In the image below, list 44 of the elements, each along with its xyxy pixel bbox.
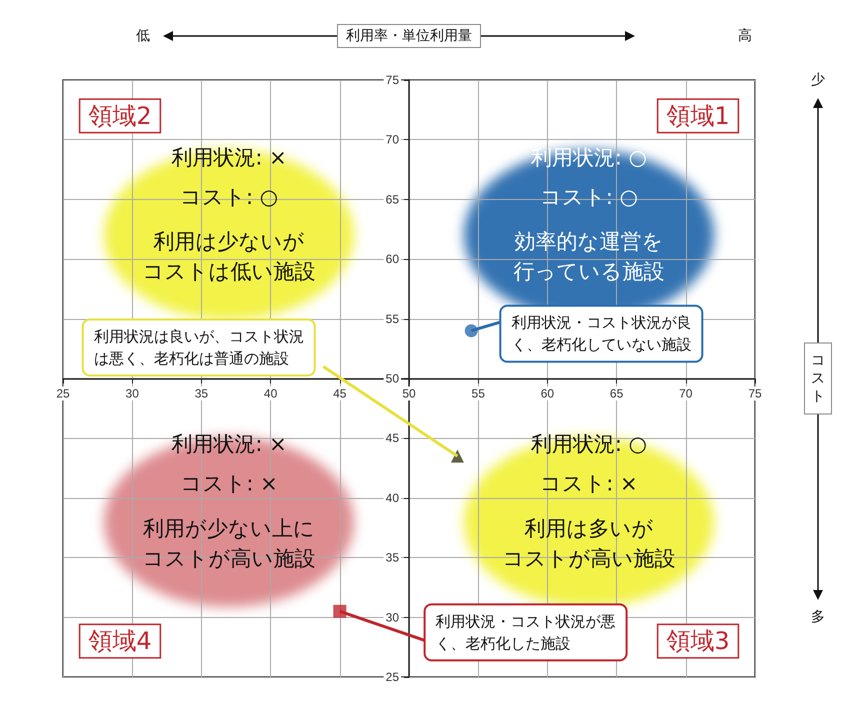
annotation: 利用状況は良いが、コスト状況は悪く、老朽化は普通の施設: [94, 327, 304, 368]
annotation: 利用状況: ×: [171, 146, 287, 170]
x-tick-label: 25: [56, 386, 70, 400]
annotation: 利用が少ない上にコストが高い施設: [142, 516, 316, 570]
x-axis-title: 利用率・単位利用量: [346, 28, 472, 44]
x-tick-label: 75: [748, 386, 762, 400]
annotation: 領域4: [88, 627, 152, 656]
annotation: コスト: ○: [180, 185, 278, 210]
y-tick-label: 45: [386, 431, 400, 446]
x-tick-label: 30: [126, 386, 140, 400]
y-tick-label: 75: [386, 73, 400, 87]
x-tick-label: 35: [194, 386, 208, 400]
annotation: 利用は少ないがコストは低い施設: [142, 230, 316, 284]
y-tick-label: 70: [386, 132, 400, 147]
x-tick-label: 55: [472, 386, 486, 400]
annotation: 利用状況: ○: [530, 432, 647, 456]
text: 少: [811, 72, 825, 88]
annotation: 利用は多いがコストが高い施設: [502, 516, 676, 570]
x-tick-label: 45: [333, 386, 347, 400]
annotation: 領域3: [666, 627, 730, 656]
text: 多: [811, 609, 825, 625]
y-axis-title: コスト: [811, 352, 825, 404]
annotation: 利用状況・コスト状況が良く、老朽化していない施設: [511, 314, 692, 354]
text: 高: [738, 28, 752, 44]
annotation: 領域1: [666, 102, 730, 130]
annotation: 利用状況・コスト状況が悪く、老朽化した施設: [436, 612, 616, 652]
y-tick-label: 30: [386, 610, 400, 624]
y-tick-label: 35: [386, 550, 400, 565]
y-tick-label: 25: [386, 670, 400, 684]
annotation: 領域2: [88, 102, 152, 130]
y-tick-label: 60: [386, 252, 400, 266]
y-tick-label: 50: [386, 372, 400, 386]
x-tick-label: 70: [679, 386, 693, 400]
x-tick-label: 65: [610, 386, 624, 400]
annotation: 利用状況: ×: [171, 432, 287, 456]
y-tick-label: 55: [386, 312, 400, 326]
x-tick-label: 40: [264, 386, 278, 400]
y-tick-label: 40: [386, 490, 400, 505]
x-tick-label: 50: [402, 386, 416, 400]
x-tick-label: 60: [540, 386, 554, 400]
y-tick-label: 65: [386, 192, 400, 206]
annotation: コスト: ×: [180, 472, 278, 496]
annotation: コスト: ×: [540, 472, 638, 496]
text: 低: [136, 28, 150, 44]
